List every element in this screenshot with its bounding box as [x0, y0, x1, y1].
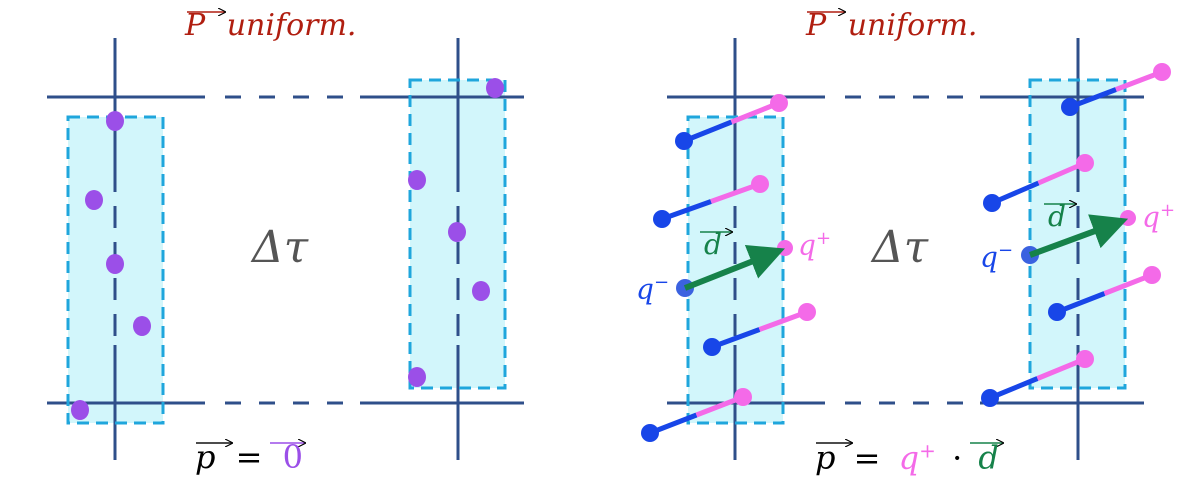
charge-dot [408, 367, 426, 387]
vector-P: P [185, 8, 206, 43]
sup: + [1159, 200, 1176, 221]
dot: · [952, 438, 963, 477]
negative-charge [1048, 303, 1066, 321]
positive-charge [777, 240, 793, 256]
positive-charge [1120, 210, 1136, 226]
sup: − [653, 272, 670, 293]
zero-vector: 0 [282, 438, 303, 476]
q-minus-label-1: q− [636, 272, 669, 305]
q-plus: q+ [898, 438, 936, 477]
charge-dot [133, 316, 151, 336]
negative-charge [641, 424, 659, 442]
q: q [1142, 200, 1160, 234]
positive-charge [1076, 350, 1094, 368]
sup: − [997, 240, 1014, 261]
negative-charge [653, 210, 671, 228]
sup: + [815, 228, 832, 249]
vector-d: d [978, 438, 999, 477]
q: q [636, 272, 654, 306]
q-plus-label-2: q+ [1142, 200, 1175, 233]
positive-charge [1076, 154, 1094, 172]
positive-charge [751, 175, 769, 193]
positive-charge [1143, 266, 1161, 284]
charge-dot [106, 254, 124, 274]
vector-p: p [815, 438, 836, 477]
q: q [798, 228, 816, 262]
negative-charge [983, 194, 1001, 212]
equals: = [235, 438, 263, 476]
charge-dot [408, 170, 426, 190]
charge-dot [472, 281, 490, 301]
left-formula: p = 0 [195, 438, 303, 476]
q-plus-label-1: q+ [798, 228, 831, 261]
equals: = [853, 438, 881, 477]
charge-dot [448, 222, 466, 242]
negative-charge [703, 338, 721, 356]
positive-charge [798, 303, 816, 321]
vector-p: p [195, 438, 216, 476]
q: q [898, 438, 920, 477]
charge-dot [85, 190, 103, 210]
charge-dot [486, 78, 504, 98]
volume-box-right [408, 78, 507, 390]
title-text: uniform. [847, 8, 978, 43]
q: q [980, 240, 998, 274]
charge-dot [71, 400, 89, 420]
d-label-2: d [1048, 200, 1066, 233]
title-text: uniform. [226, 8, 357, 43]
delta-tau-left: Δτ [252, 222, 309, 273]
negative-charge [1061, 98, 1079, 116]
sup: + [919, 438, 936, 462]
negative-charge [981, 389, 999, 407]
dipole-arrow [1028, 214, 1129, 258]
dipole-arrow [683, 244, 785, 291]
positive-charge [770, 94, 788, 112]
left-title: P uniform. [185, 8, 356, 43]
q-minus-label-2: q− [980, 240, 1013, 273]
positive-charge [734, 388, 752, 406]
vector-P: P [806, 8, 827, 43]
delta-tau-right: Δτ [872, 222, 929, 273]
right-formula: p = q+ · d [815, 438, 999, 477]
right-title: P uniform. [806, 8, 977, 43]
charge-dot [106, 111, 124, 131]
positive-charge [1153, 63, 1171, 81]
d-label-1: d [704, 228, 722, 261]
negative-charge [675, 132, 693, 150]
